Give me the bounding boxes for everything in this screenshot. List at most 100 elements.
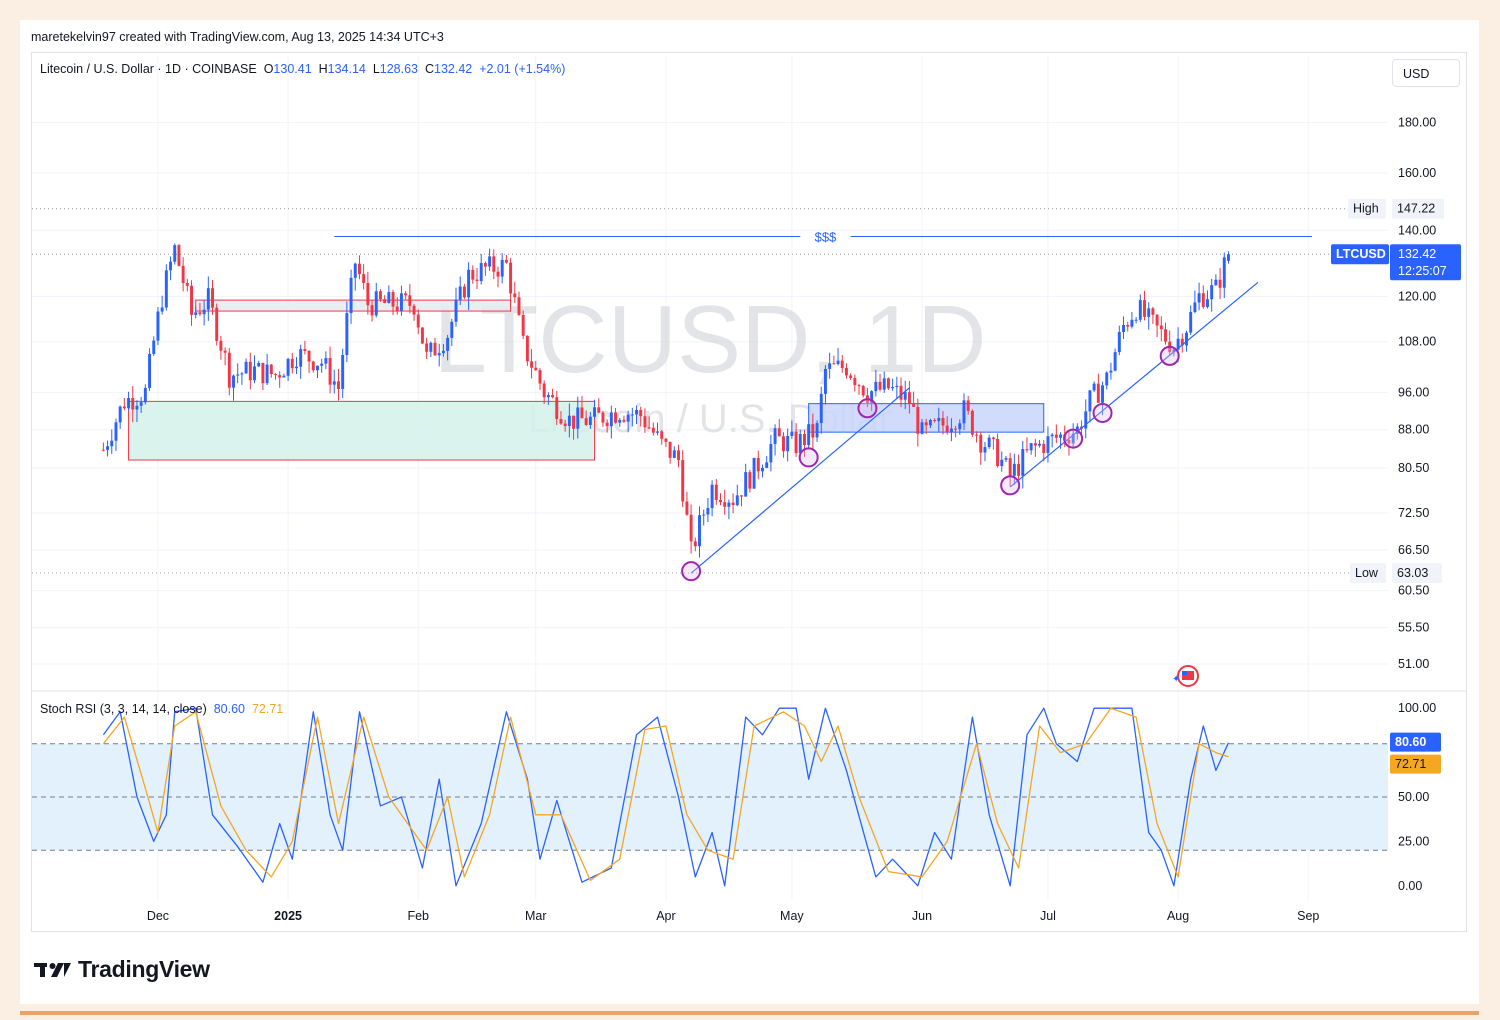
candle-body — [1159, 325, 1163, 330]
candle-body — [664, 438, 668, 442]
candle-body — [580, 407, 584, 419]
bottom-accent-bar — [20, 1011, 1479, 1015]
candle-body — [1067, 439, 1071, 444]
candle-body — [143, 387, 147, 403]
candle-body — [378, 291, 382, 300]
candle-body — [295, 366, 298, 369]
candle-body — [668, 441, 672, 458]
candle-body — [290, 358, 294, 369]
candle-body — [521, 314, 525, 336]
candle-body — [1071, 433, 1075, 444]
candle-body — [991, 437, 995, 439]
candle-body — [903, 392, 907, 400]
candle-body — [639, 409, 643, 417]
candle-body — [958, 423, 962, 430]
candle-body — [240, 373, 244, 375]
candle-body — [525, 335, 529, 362]
candle-body — [878, 381, 882, 390]
candle-body — [907, 392, 911, 405]
price-tick-label: 51.00 — [1398, 657, 1429, 671]
candle-body — [710, 484, 714, 509]
candle-body — [597, 407, 601, 413]
candle-body — [425, 343, 429, 352]
touch-circle — [681, 561, 702, 582]
candle-body — [1130, 319, 1134, 327]
candle-body — [311, 361, 315, 371]
candle-body — [416, 314, 420, 328]
price-legend: Litecoin / U.S. Dollar · 1D · COINBASE O… — [40, 62, 565, 76]
candle-body — [1059, 434, 1063, 438]
candle-body — [215, 307, 219, 341]
candle-body — [530, 361, 534, 368]
candle-body — [840, 360, 844, 368]
candle-body — [618, 419, 622, 423]
us-flag-icon-stripes — [1182, 671, 1194, 680]
chart-area[interactable] — [31, 52, 1467, 932]
trendline-1 — [690, 387, 910, 574]
candle-body — [219, 340, 223, 351]
open-label: O — [263, 62, 274, 76]
candle-body — [622, 419, 626, 422]
candle-body — [395, 306, 399, 311]
time-tick-label: Feb — [407, 909, 429, 923]
time-tick-label: Mar — [525, 909, 547, 923]
candle-body — [122, 406, 126, 409]
candle-body — [387, 292, 391, 304]
candle-body — [1201, 293, 1205, 308]
candle-body — [131, 397, 135, 410]
candle-body — [702, 514, 706, 516]
candle-body — [202, 309, 206, 315]
low-value: 128.63 — [379, 62, 419, 76]
candle-body — [127, 397, 131, 409]
candle-body — [257, 362, 261, 367]
stoch-k-badge: 80.60 — [1395, 735, 1426, 749]
candle-body — [1101, 385, 1104, 403]
ticker-badge-bg — [1331, 244, 1389, 265]
candle-body — [303, 349, 307, 352]
price-tick-label: 180.00 — [1398, 115, 1436, 129]
candle-body — [756, 457, 760, 472]
candle-body — [727, 502, 731, 507]
candle-body — [765, 462, 769, 468]
candle-body — [118, 406, 122, 423]
event-sparkle-icon: ✦ — [1172, 674, 1180, 685]
stoch-tick-label: 50.00 — [1398, 790, 1429, 804]
stoch-rsi-title[interactable]: Stoch RSI (3, 3, 14, 14, close) — [40, 702, 207, 716]
resistance-label: $$$ — [815, 229, 837, 244]
candle-body — [811, 424, 815, 438]
candle-body — [278, 375, 282, 378]
candle-body — [723, 502, 727, 507]
currency-button[interactable]: USD — [1392, 59, 1460, 87]
candle-body — [849, 375, 853, 379]
candle-body — [601, 412, 605, 423]
candle-body — [383, 299, 387, 304]
candle-body — [786, 435, 790, 452]
candle-body — [282, 375, 286, 378]
candle-body — [500, 259, 504, 277]
candle-body — [1189, 312, 1193, 333]
high-value-badge-bg — [1392, 198, 1444, 219]
candle-body — [798, 433, 802, 454]
candle-body — [807, 424, 811, 446]
tradingview-logo[interactable]: TradingView — [34, 956, 210, 983]
candle-body — [748, 472, 752, 489]
high-label-badge-bg — [1348, 198, 1386, 219]
candle-body — [593, 407, 597, 417]
candle-body — [567, 415, 571, 427]
candle-body — [185, 282, 189, 286]
candle-body — [190, 285, 193, 315]
low-value-badge-bg — [1392, 563, 1442, 584]
candle-body — [1185, 332, 1188, 346]
candle-body — [206, 288, 210, 310]
candle-body — [1029, 443, 1033, 451]
symbol-label[interactable]: Litecoin / U.S. Dollar · 1D · COINBASE — [40, 62, 257, 76]
candle-body — [357, 263, 361, 275]
price-tick-label: 80.50 — [1398, 461, 1429, 475]
candle-body — [630, 414, 634, 416]
candle-body — [538, 370, 542, 384]
candle-body — [693, 541, 697, 547]
price-tick-label: 88.00 — [1398, 423, 1429, 437]
candle-body — [962, 400, 966, 424]
candle-body — [492, 256, 496, 272]
